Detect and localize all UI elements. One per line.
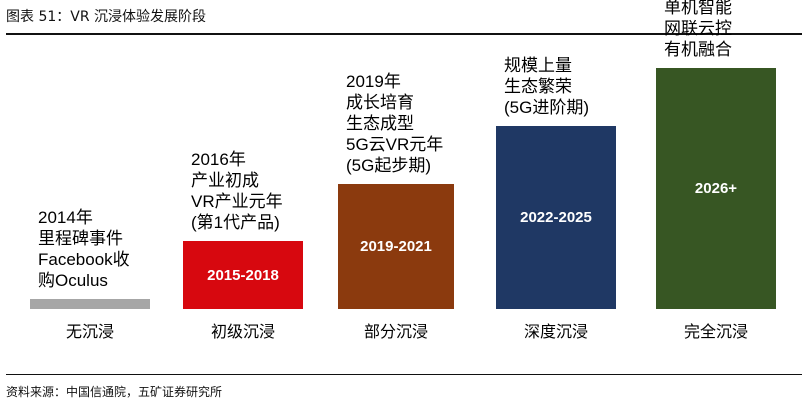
bar-3: 2019-2021 [338,183,454,309]
stage-description-line: 5G云VR元年 [346,134,444,154]
stage-label: 深度沉浸 [523,322,588,341]
stage-description-line: Facebook收 [38,250,130,269]
chart-title: 图表 51：VR 沉浸体验发展阶段 [6,9,207,25]
stage-description-line: 2014年 [38,208,93,227]
stage-description-line: 单机智能 [664,0,732,17]
stage-description-line: 成长培育 [346,92,414,112]
stage-description-line: (5G起步期) [346,155,431,175]
stage-description-line: VR产业元年 [191,192,283,212]
source-note: 资料来源：中国信通院，五矿证券研究所 [6,385,223,399]
stage-label: 初级沉浸 [210,322,275,341]
stage-description-line: 生态成型 [346,113,414,133]
bottom-rule [6,374,802,375]
stage-description-line: 产业初成 [191,171,259,191]
bar-5: 2026+ [656,68,776,309]
stage-description-line: (第1代产品) [191,213,280,233]
stage-description-line: 2016年 [191,150,246,170]
stage-description-line: 有机融合 [664,40,732,59]
bar-period-label: 2022-2025 [520,208,592,226]
stage-description: 2019年 成长培育 生态成型 5G云VR元年 (5G起步期) [346,71,443,176]
stage-description-line: 规模上量 [504,55,572,75]
bar-2: 2015-2018 [183,241,303,309]
bar-4: 2022-2025 [496,125,616,309]
stage-label: 无沉浸 [65,322,114,341]
stage-description-line: 里程碑事件 [38,229,123,248]
stage-description: 2014年里程碑事件 Facebook收 购Oculus [38,207,130,291]
stage-description-line: (5G进阶期) [504,97,589,117]
bar-period-label: 2019-2021 [360,237,432,255]
bar-period-label: 2015-2018 [207,266,279,284]
stage-description-line: 网联云控 [664,19,732,38]
bar-1 [30,299,150,309]
stage-description: 2016年 产业初成 VR产业元年 (第1代产品) [191,149,283,233]
top-rule [6,33,802,35]
bar-period-label: 2026+ [694,180,738,197]
stage-label: 部分沉浸 [363,322,428,341]
stage-label: 完全沉浸 [683,322,748,341]
stage-description-line: 生态繁荣 [504,76,572,96]
stage-description-line: 购Oculus [38,271,108,290]
stage-description-line: 2019年 [346,71,401,91]
stage-description: 单机智能网联云控有机融合 [664,0,732,60]
stage-description: 规模上量 生态繁荣 (5G进阶期) [504,55,589,118]
